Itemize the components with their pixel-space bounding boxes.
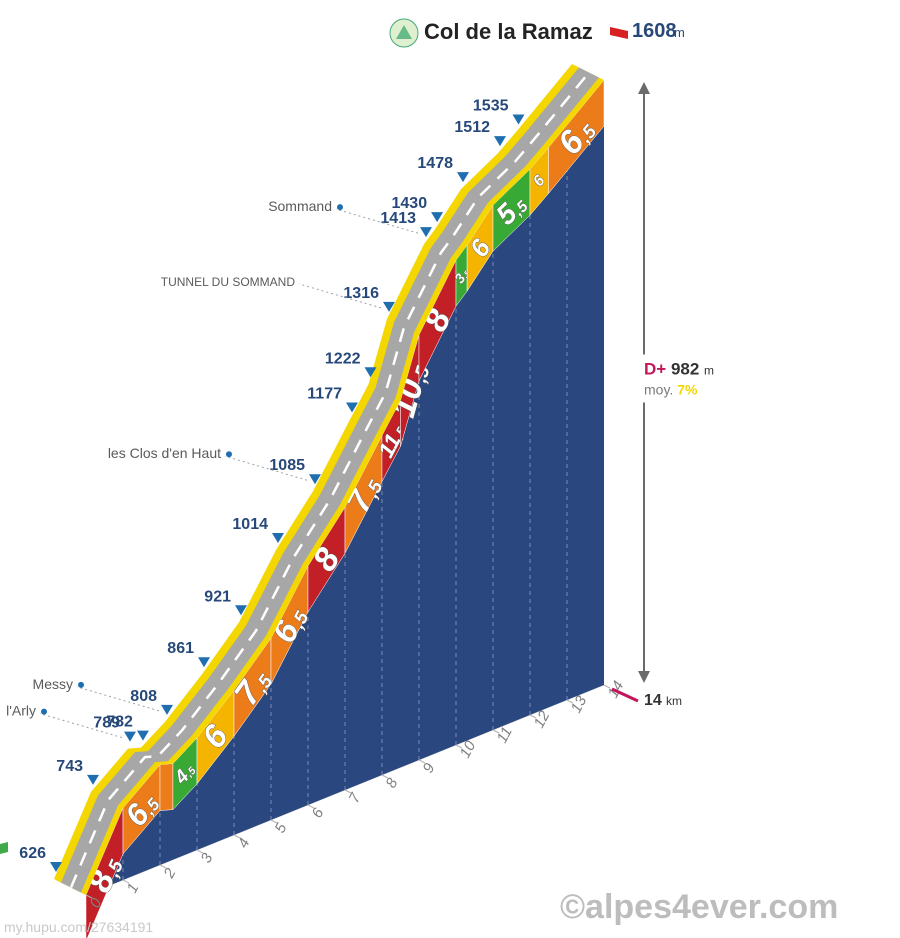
village-icon (226, 451, 232, 457)
altitude-label: 1014 (232, 516, 268, 533)
km-label: 6 (309, 805, 328, 821)
place-label: TUNNEL DU SOMMAND (161, 275, 296, 289)
watermark: ©alpes4ever.com (560, 888, 838, 926)
distance-label: 14 (644, 692, 662, 709)
gradient-segment (160, 764, 173, 811)
church-icon (78, 682, 84, 688)
altitude-label: 1222 (325, 350, 361, 367)
place-label: les Clos d'en Haut (108, 445, 221, 461)
watermark-source: my.hupu.com/27634191 (4, 919, 153, 935)
altitude-label: 1535 (473, 97, 509, 114)
arrow-down-icon (638, 671, 650, 683)
altitude-label: 743 (56, 758, 83, 775)
climb-title: Col de la Ramaz (424, 19, 593, 44)
place-label: l'Arly (6, 703, 36, 719)
summit-flag-icon (610, 27, 628, 39)
altitude-label: 782 (106, 714, 133, 731)
km-label: 8 (383, 775, 402, 791)
km-label: 5 (272, 820, 291, 836)
altitude-marker-icon (124, 732, 136, 742)
dplus-label: D+ 982 m (644, 360, 714, 379)
altitude-label: 1413 (380, 210, 416, 227)
altitude-label: 1316 (343, 285, 379, 302)
summit-altitude: 1608 (632, 20, 677, 42)
km-label: 9 (420, 760, 439, 776)
km-label: 4 (235, 836, 254, 851)
start-flag-icon (0, 842, 8, 856)
altitude-label: 1478 (417, 155, 453, 172)
village-icon (337, 204, 343, 210)
km-label: 2 (160, 865, 180, 882)
arrow-up-icon (638, 82, 650, 94)
place-label: Messy (33, 676, 73, 692)
altitude-label: 808 (130, 688, 157, 705)
village-icon (41, 709, 47, 715)
altitude-label: 1085 (269, 457, 305, 474)
altitude-label: 1512 (454, 119, 490, 136)
climb-profile-chart: 8,56,54,567,56,587,511,510,583,565,566,5… (0, 0, 900, 938)
altitude-label: 626 (19, 845, 46, 862)
altitude-label: 921 (204, 588, 231, 605)
km-label: 3 (198, 850, 217, 866)
distance-unit: km (666, 694, 682, 708)
altitude-label: 1177 (307, 386, 342, 403)
place-label: Sommand (268, 198, 332, 214)
summit-altitude-unit: m (674, 25, 685, 40)
altitude-label: 1430 (392, 195, 428, 212)
km-label: 7 (346, 790, 365, 806)
avg-label: moy. 7% (644, 382, 698, 398)
km-label: 1 (124, 881, 143, 896)
altitude-label: 861 (167, 640, 194, 657)
